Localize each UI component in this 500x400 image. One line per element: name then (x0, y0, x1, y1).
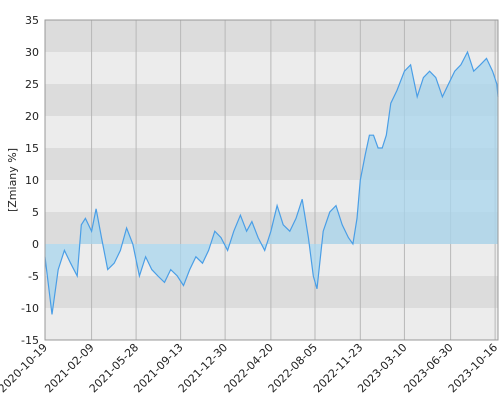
grid-band (45, 20, 498, 52)
grid-band (45, 308, 498, 340)
grid-band (45, 276, 498, 308)
line (44, 50, 499, 315)
y-axis-label: [Zmiany %] (6, 148, 19, 212)
y-tick-label: 15 (25, 142, 39, 155)
y-tick-label: -10 (21, 302, 39, 315)
y-tick-label: -5 (28, 270, 39, 283)
y-tick-label: 10 (25, 174, 39, 187)
y-tick-label: -15 (21, 334, 39, 347)
y-tick-label: 30 (25, 46, 39, 59)
area (45, 52, 498, 315)
y-tick-label: 35 (25, 14, 39, 27)
y-tick-label: 25 (25, 78, 39, 91)
y-tick-label: 0 (32, 238, 39, 251)
plot-border (44, 19, 499, 341)
y-tick-label: 20 (25, 110, 39, 123)
y-tick-label: 5 (32, 206, 39, 219)
